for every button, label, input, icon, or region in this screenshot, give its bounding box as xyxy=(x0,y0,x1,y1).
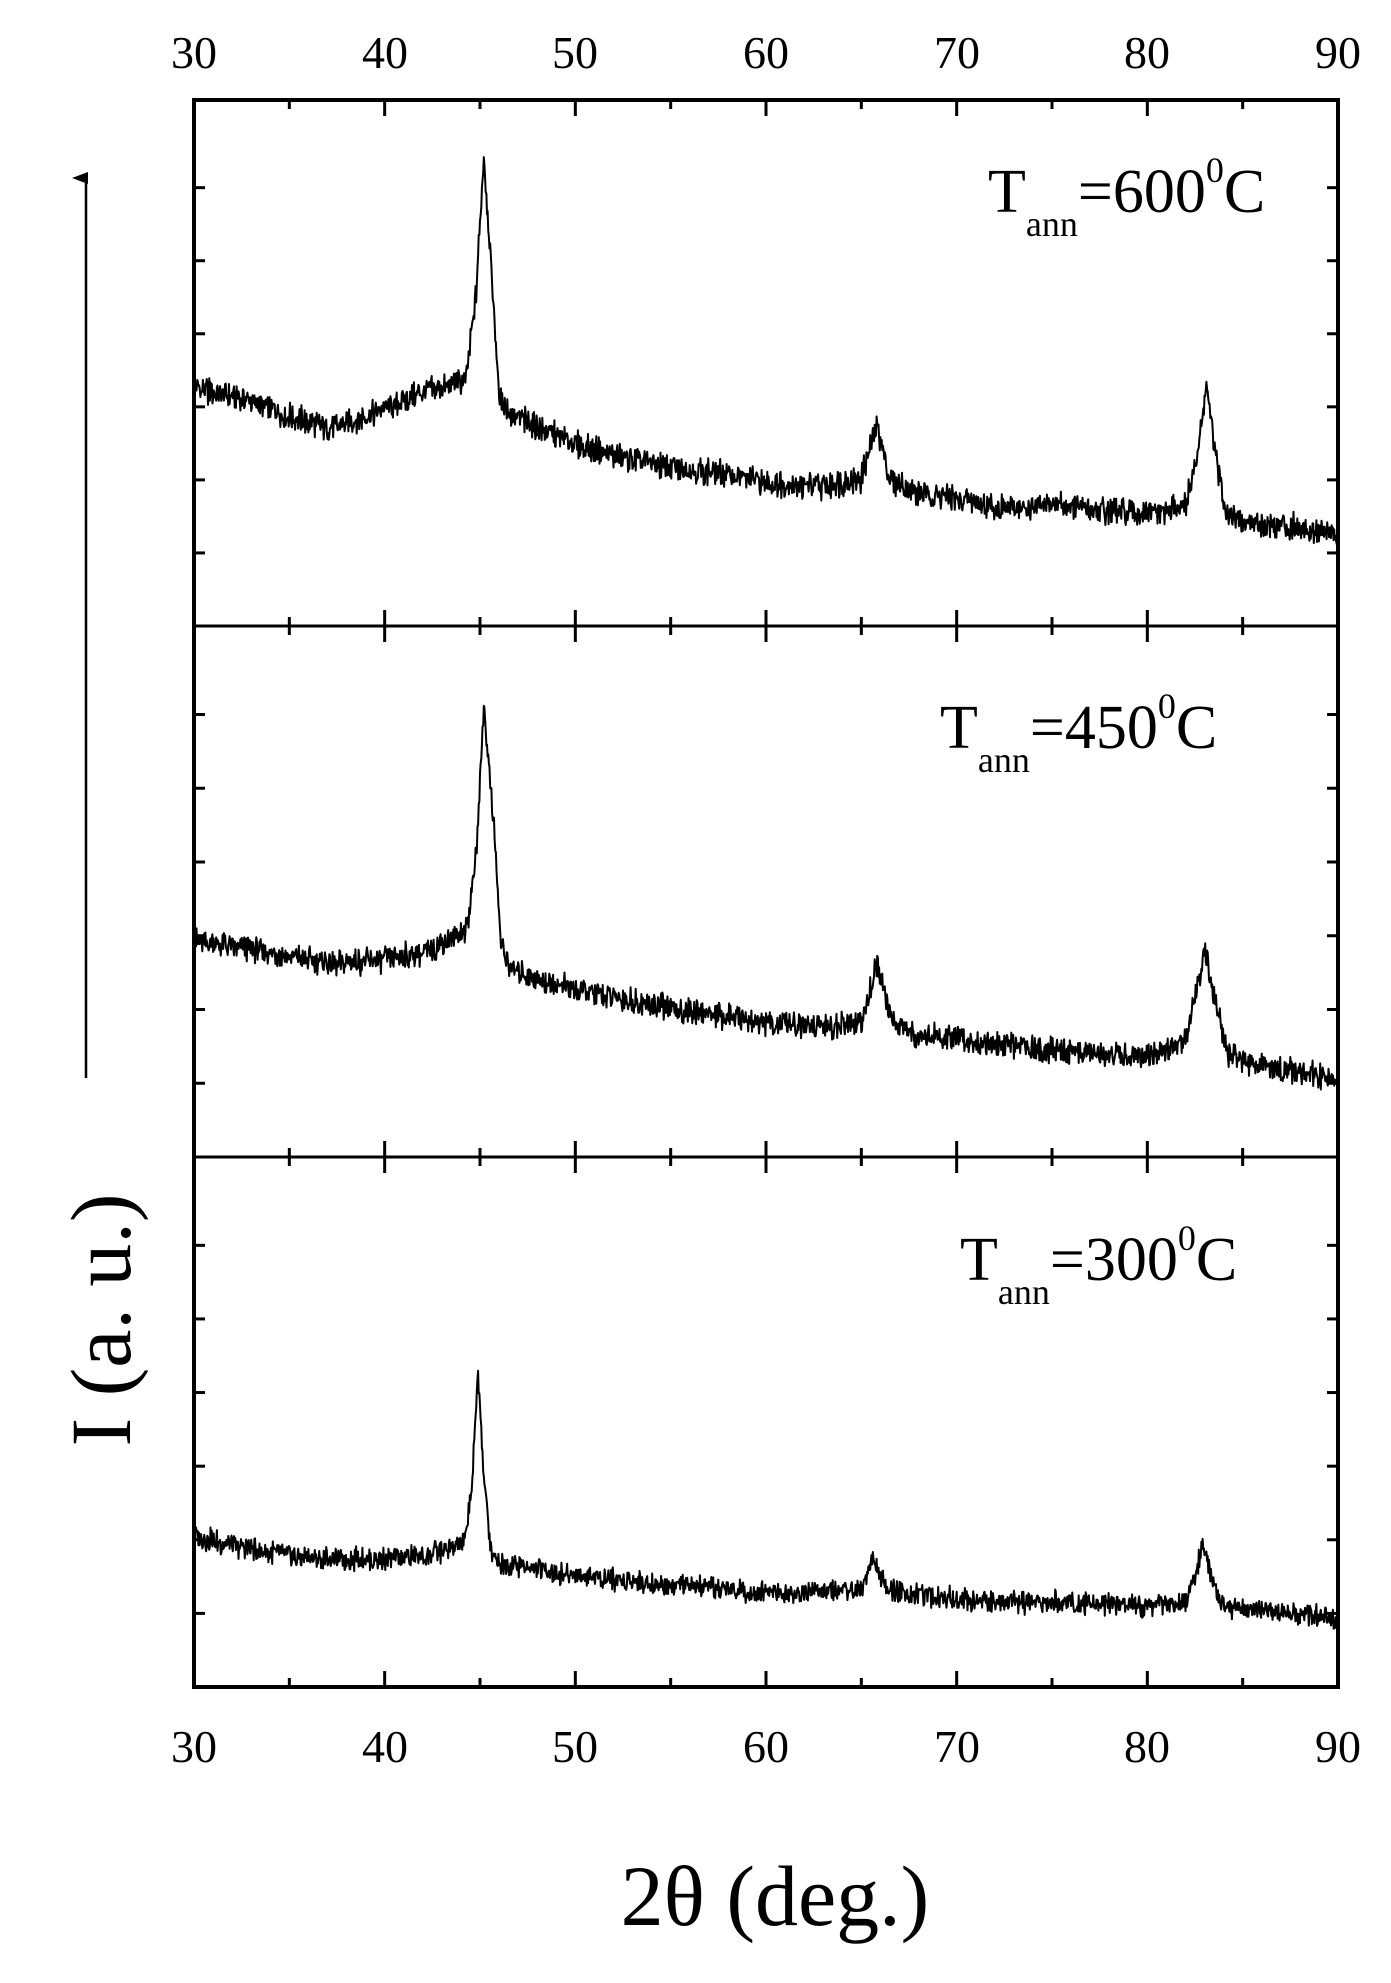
annotation-300-main: T xyxy=(960,1226,998,1294)
annotation-450-value: =450 xyxy=(1030,694,1158,762)
x-axis-title: 2θ (deg.) xyxy=(621,1848,930,1944)
annotation-450: Tann=4500C xyxy=(940,686,1217,780)
top-tick-label-90: 90 xyxy=(1315,27,1361,78)
annotation-300-sup: 0 xyxy=(1178,1218,1196,1258)
bottom-tick-label-50: 50 xyxy=(552,1721,598,1772)
top-tick-label-70: 70 xyxy=(934,27,980,78)
bottom-axis-ticks xyxy=(192,610,1340,1687)
annotation-300-value: =300 xyxy=(1050,1226,1178,1294)
annotation-300-sub: ann xyxy=(998,1272,1050,1312)
plot-frame xyxy=(192,98,1340,1689)
annotation-450-unit: C xyxy=(1176,694,1217,762)
annotation-300: Tann=3000C xyxy=(960,1218,1237,1312)
annotation-600-sup: 0 xyxy=(1206,150,1224,190)
y-axis-title: I (a. u.) xyxy=(53,1193,149,1446)
top-tick-label-50: 50 xyxy=(552,27,598,78)
annotation-300-unit: C xyxy=(1196,1226,1237,1294)
series-line-panel-3 xyxy=(193,1369,1339,1630)
bottom-tick-labels: 30 40 50 60 70 80 90 xyxy=(171,1721,1361,1772)
annotation-450-sub: ann xyxy=(978,740,1030,780)
bottom-tick-label-90: 90 xyxy=(1315,1721,1361,1772)
bottom-tick-label-80: 80 xyxy=(1124,1721,1170,1772)
bottom-tick-label-60: 60 xyxy=(743,1721,789,1772)
annotation-600-unit: C xyxy=(1224,158,1265,226)
series-line-panel-2 xyxy=(193,704,1339,1091)
bottom-tick-label-40: 40 xyxy=(362,1721,408,1772)
annotation-600-sub: ann xyxy=(1026,204,1078,244)
series-line-panel-1 xyxy=(193,156,1339,546)
annotation-450-sup: 0 xyxy=(1158,686,1176,726)
annotation-600-main: T xyxy=(988,158,1026,226)
series-layer xyxy=(193,156,1339,1630)
annotation-600-value: =600 xyxy=(1078,158,1206,226)
top-tick-labels: 30 40 50 60 70 80 90 xyxy=(171,27,1361,78)
bottom-tick-label-70: 70 xyxy=(934,1721,980,1772)
y-axis-ticks xyxy=(194,186,1338,1615)
annotation-450-main: T xyxy=(940,694,978,762)
annotation-600: Tann=6000C xyxy=(988,150,1265,244)
plot-border xyxy=(192,98,1340,1689)
top-axis-ticks xyxy=(192,100,1340,1173)
top-tick-label-80: 80 xyxy=(1124,27,1170,78)
bottom-tick-label-30: 30 xyxy=(171,1721,217,1772)
top-tick-label-60: 60 xyxy=(743,27,789,78)
top-tick-label-30: 30 xyxy=(171,27,217,78)
top-tick-label-40: 40 xyxy=(362,27,408,78)
